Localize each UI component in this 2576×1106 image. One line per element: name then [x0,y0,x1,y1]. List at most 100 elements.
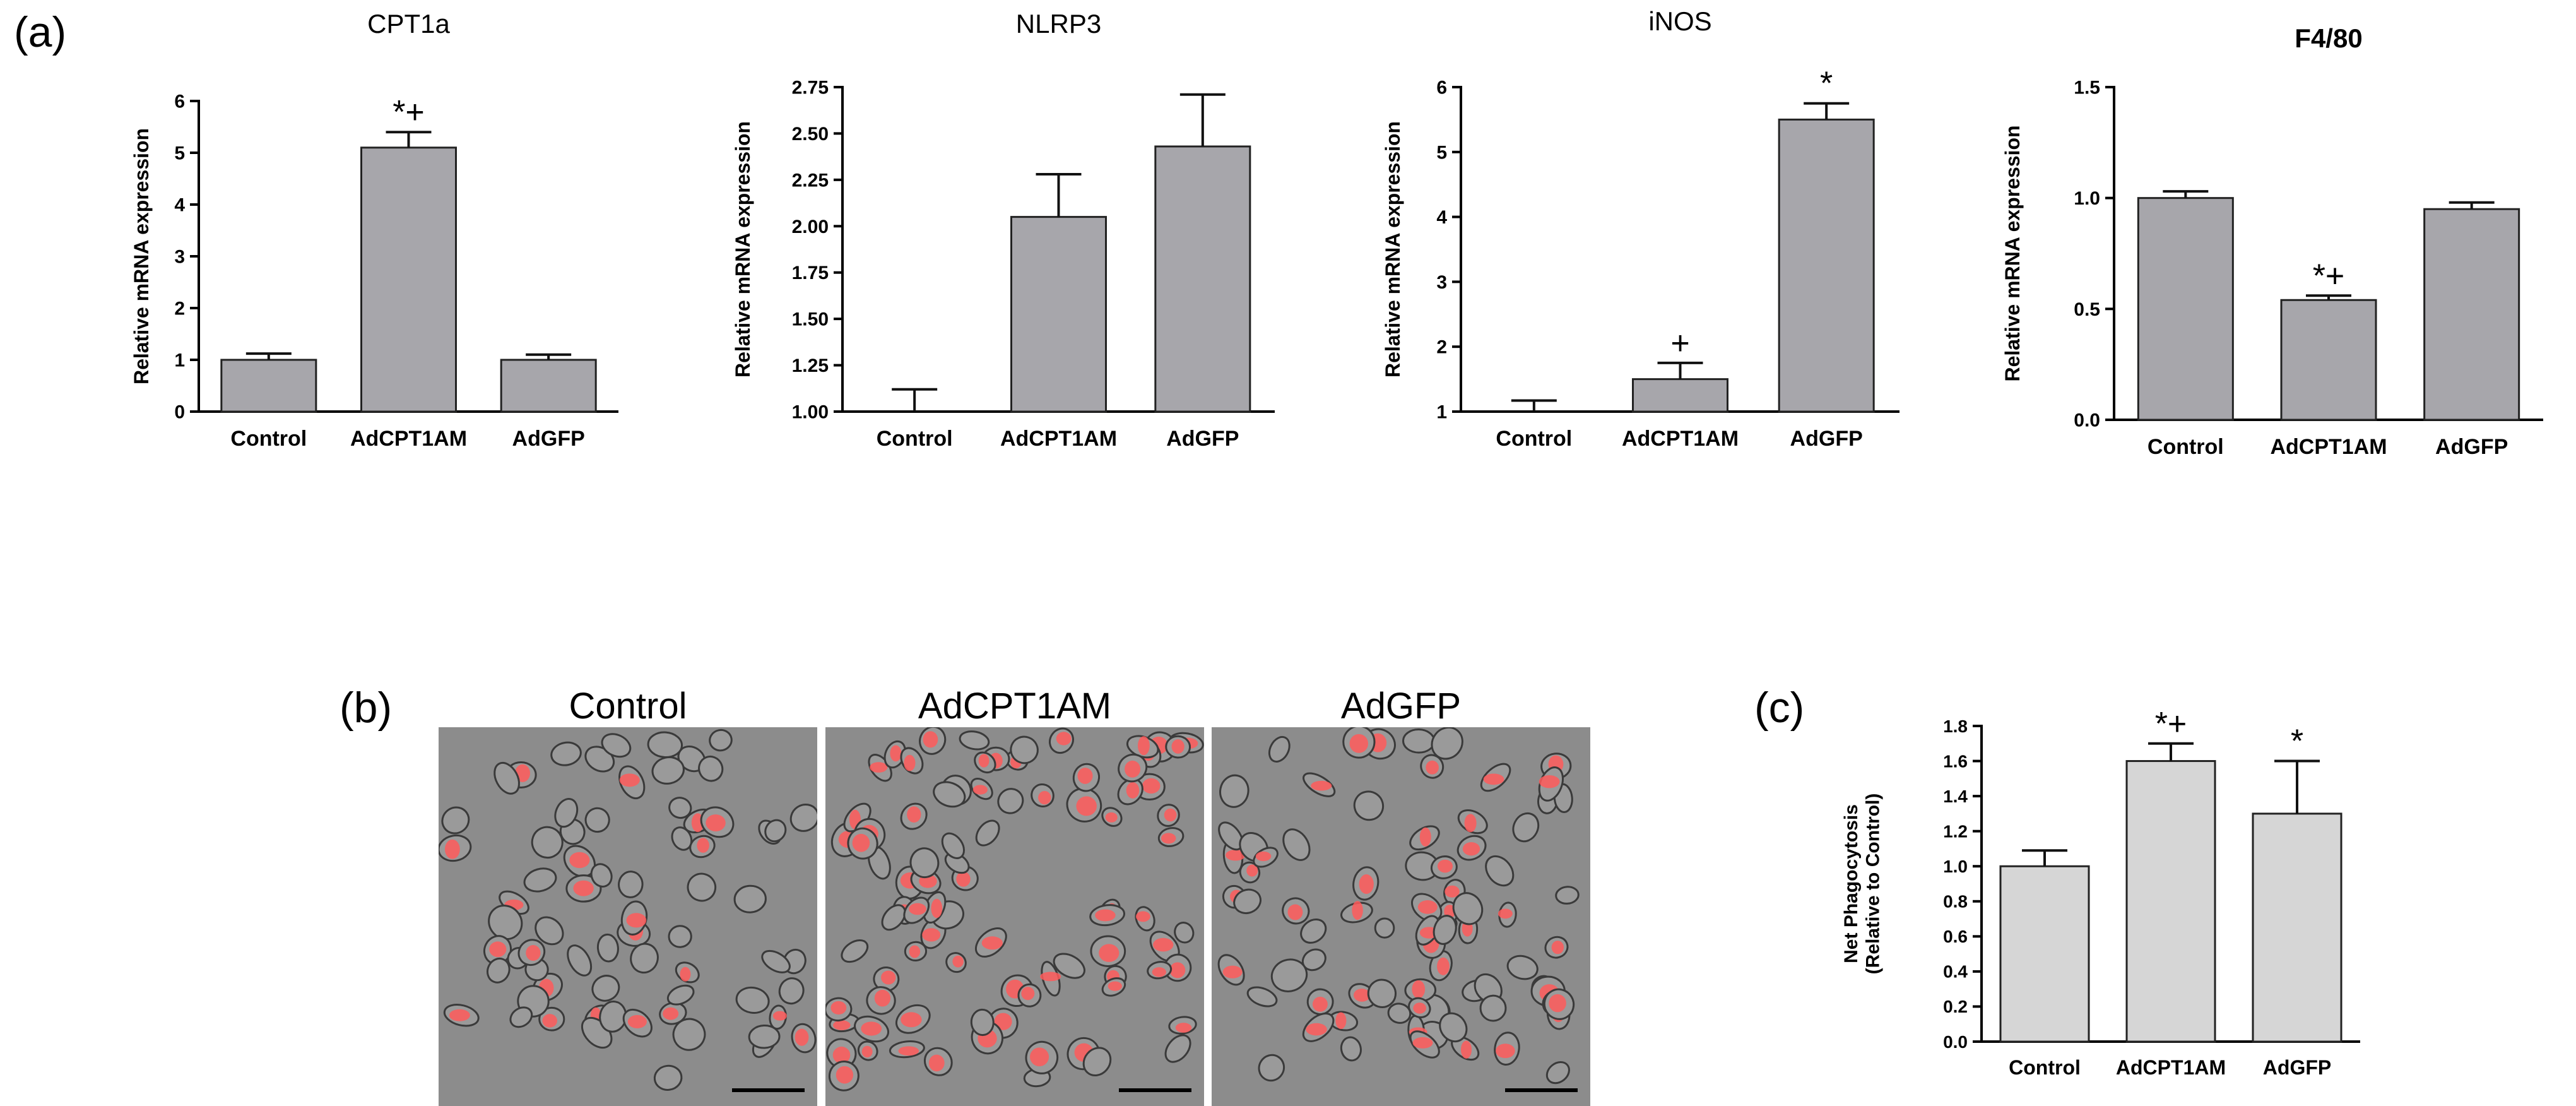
cell [778,977,805,1005]
cell [531,826,564,859]
y-tick-label: 1.8 [1943,717,1968,736]
fluorescent-spot [1135,911,1150,922]
panel-label-b: (b) [340,684,393,732]
fluorescent-spot [542,1014,557,1028]
y-tick-label: 6 [1436,78,1447,98]
cell [1512,812,1540,843]
cell [1402,728,1436,754]
y-tick-label: 0.5 [2074,299,2100,320]
cell [941,832,965,859]
cell [1353,790,1385,821]
category-label: AdCPT1AM [2116,1056,2226,1079]
y-tick-label: 0.2 [1943,997,1968,1016]
fluorescent-spot [1306,1023,1327,1036]
micrograph-control [439,727,817,1106]
cell [591,975,620,1002]
cell [1258,1054,1285,1082]
fluorescent-spot [852,833,870,852]
scale-bar [732,1088,805,1092]
y-tick-label: 3 [1436,272,1447,293]
cell [1340,1036,1362,1062]
fluorescent-spot [1426,760,1439,775]
cell [671,826,693,851]
chart-phagocytosis: Net Phagocytosis (Relative to Control) 0.0… [1841,707,2360,1079]
fluorescent-spot [1498,908,1513,919]
y-tick-label: 1 [1436,402,1447,423]
fluorescent-spot [956,871,971,887]
cell [487,957,511,984]
fluorescent-spot [1419,827,1431,847]
fluorescent-spot [901,1012,922,1028]
panel-label-a: (a) [14,8,67,56]
fluorescent-spot [909,903,926,915]
y-tick-label: 2.00 [792,217,829,237]
micrograph-background [1212,727,1590,1106]
cell [668,797,692,819]
category-label: AdGFP [2263,1056,2331,1079]
fluorescent-spot [1551,941,1564,954]
cell [841,939,869,963]
cell [959,730,990,751]
fluorescent-spot [1056,732,1072,746]
y-tick-label: 1.25 [792,355,829,376]
fluorescent-spot [1437,957,1450,975]
y-axis-label: Relative mRNA expression [731,121,754,378]
fluorescent-spot [1246,864,1258,877]
cell [970,1008,995,1037]
category-label: AdGFP [2435,435,2508,459]
cell [1164,1034,1191,1063]
fluorescent-spot [706,814,726,831]
y-tick-label: 1.0 [1943,857,1968,876]
cell [554,798,579,828]
y-tick-label: 2 [174,299,185,319]
fluorescent-spot [907,806,921,823]
fluorescent-spot [981,936,1003,950]
fluorescent-spot [573,880,594,896]
fluorescent-spot [890,745,902,762]
cell [601,733,632,758]
fluorescent-spot [952,955,964,968]
cell [975,819,1000,847]
cell [630,942,659,974]
cell [647,731,683,758]
fluorescent-spot [795,1028,809,1046]
fluorescent-spot [928,1054,945,1072]
cell [1555,886,1580,905]
fluorescent-spot [663,1007,679,1020]
cell [1506,954,1539,980]
fluorescent-spot [861,1045,873,1058]
fluorescent-spot [923,731,938,748]
cell [1246,986,1278,1008]
y-axis-label: Relative mRNA expression [130,128,153,384]
fluorescent-spot [526,945,541,961]
cell [1233,888,1262,915]
cell [1174,922,1195,944]
bar [2252,812,2343,1043]
fluorescent-spot [1021,987,1035,1001]
category-label: AdGFP [1166,427,1239,451]
fluorescent-spot [1311,780,1332,791]
scale-bar [1505,1088,1578,1092]
fluorescent-spot [1077,768,1093,784]
fluorescent-spot [1445,885,1460,898]
fluorescent-spot [569,852,590,869]
fluorescent-spot [994,1013,1012,1030]
cell [1374,917,1395,939]
fluorescent-spot [833,1020,851,1030]
fluorescent-spot [1142,778,1161,794]
chart-title: CPT1a [367,9,450,39]
category-label: AdGFP [1790,427,1863,451]
fluorescent-spot [1108,981,1122,991]
y-tick-label: 0.8 [1943,892,1968,912]
cell [733,884,767,913]
y-tick-label: 1.5 [2074,78,2100,98]
fluorescent-spot [1169,962,1186,978]
cell [1300,919,1327,944]
significance-marker: *+ [2313,258,2345,294]
cell [509,1006,533,1028]
fluorescent-spot [832,1046,851,1064]
cell [523,867,557,893]
fluorescent-spot [972,785,988,795]
fluorescent-spot [1226,850,1246,861]
cell [672,1018,706,1051]
